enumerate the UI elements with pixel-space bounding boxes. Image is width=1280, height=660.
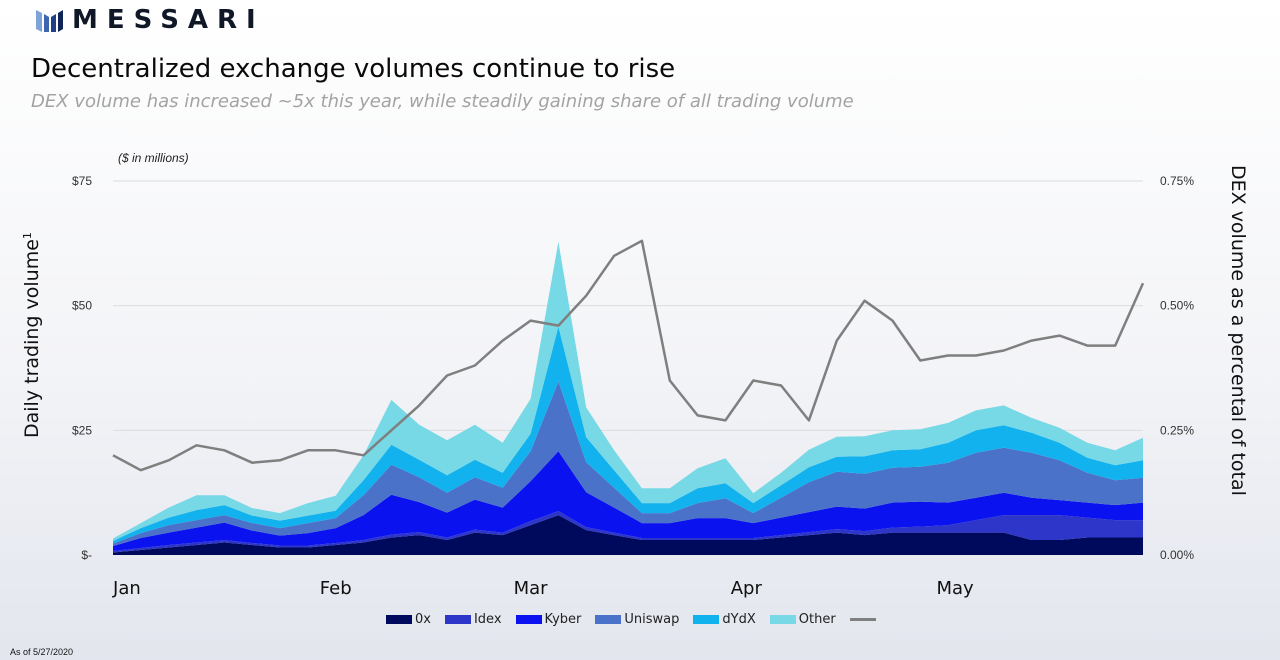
- legend-label-uniswap: Uniswap: [624, 612, 680, 627]
- area-other: [113, 241, 1143, 542]
- brand-header: MESSARI: [34, 5, 265, 35]
- area-kyber: [113, 451, 1143, 551]
- legend-swatch-other: [769, 615, 796, 624]
- y2-tick-label: 0.50%: [1160, 299, 1194, 313]
- chart-subtitle: DEX volume has increased ~5x this year, …: [31, 91, 854, 112]
- legend-item-idex: Idex: [444, 612, 502, 627]
- legend-item-dydx: dYdX: [693, 612, 756, 627]
- y-axis-label: Daily trading volume1: [21, 232, 43, 438]
- legend-label-idex: Idex: [473, 612, 502, 627]
- units-note: ($ in millions): [118, 151, 189, 165]
- y2-axis-label: DEX volume as a percental of total: [1227, 165, 1249, 496]
- x-tick-label: May: [936, 578, 974, 599]
- x-tick-label: Feb: [320, 578, 352, 599]
- legend-swatch-kyber: [515, 615, 542, 624]
- legend-label-other: Other: [798, 612, 836, 627]
- legend: 0x Idex Kyber Uniswap dYdX Other: [386, 612, 876, 627]
- axes: $- 0.00% $25 0.25% $50 0.50% $75 0.75% Jan Feb Mar…: [72, 174, 1194, 599]
- messari-logo-icon: [36, 10, 63, 32]
- line-dex-share: [112, 239, 1145, 472]
- area-series: [113, 241, 1143, 555]
- y2-tick-label: 0.25%: [1160, 423, 1194, 437]
- legend-item-uniswap: Uniswap: [595, 612, 679, 627]
- legend-swatch-line: [849, 618, 876, 621]
- chart-title: Decentralized exchange volumes continue …: [31, 54, 676, 84]
- y2-tick-label: 0.00%: [1160, 548, 1194, 562]
- legend-item-line: [849, 618, 876, 621]
- y-tick-label: $-: [81, 548, 92, 562]
- area-uniswap: [113, 381, 1143, 546]
- area-dydx: [113, 326, 1143, 544]
- legend-label-dydx: dYdX: [722, 612, 756, 627]
- y-tick-label: $25: [72, 423, 92, 437]
- line-series: [112, 239, 1145, 472]
- area-idex: [113, 511, 1143, 553]
- area-0x: [113, 515, 1143, 555]
- y-tick-label: $75: [72, 174, 92, 188]
- x-tick-label: Mar: [514, 578, 549, 599]
- gridlines: [113, 180, 1143, 431]
- legend-swatch-uniswap: [595, 615, 622, 624]
- legend-label-0x: 0x: [415, 612, 431, 627]
- footnote: As of 5/27/2020: [10, 647, 74, 657]
- y2-tick-label: 0.75%: [1160, 174, 1194, 188]
- legend-item-kyber: Kyber: [515, 612, 582, 627]
- legend-swatch-dydx: [693, 615, 720, 624]
- legend-swatch-idex: [444, 615, 471, 624]
- x-tick-label: Jan: [112, 578, 141, 599]
- legend-swatch-0x: [386, 615, 412, 624]
- brand-name: MESSARI: [72, 5, 265, 35]
- legend-label-kyber: Kyber: [544, 612, 582, 627]
- legend-item-0x: 0x: [386, 612, 431, 627]
- y-tick-label: $50: [72, 299, 92, 313]
- legend-item-other: Other: [769, 612, 836, 627]
- x-tick-label: Apr: [731, 578, 763, 599]
